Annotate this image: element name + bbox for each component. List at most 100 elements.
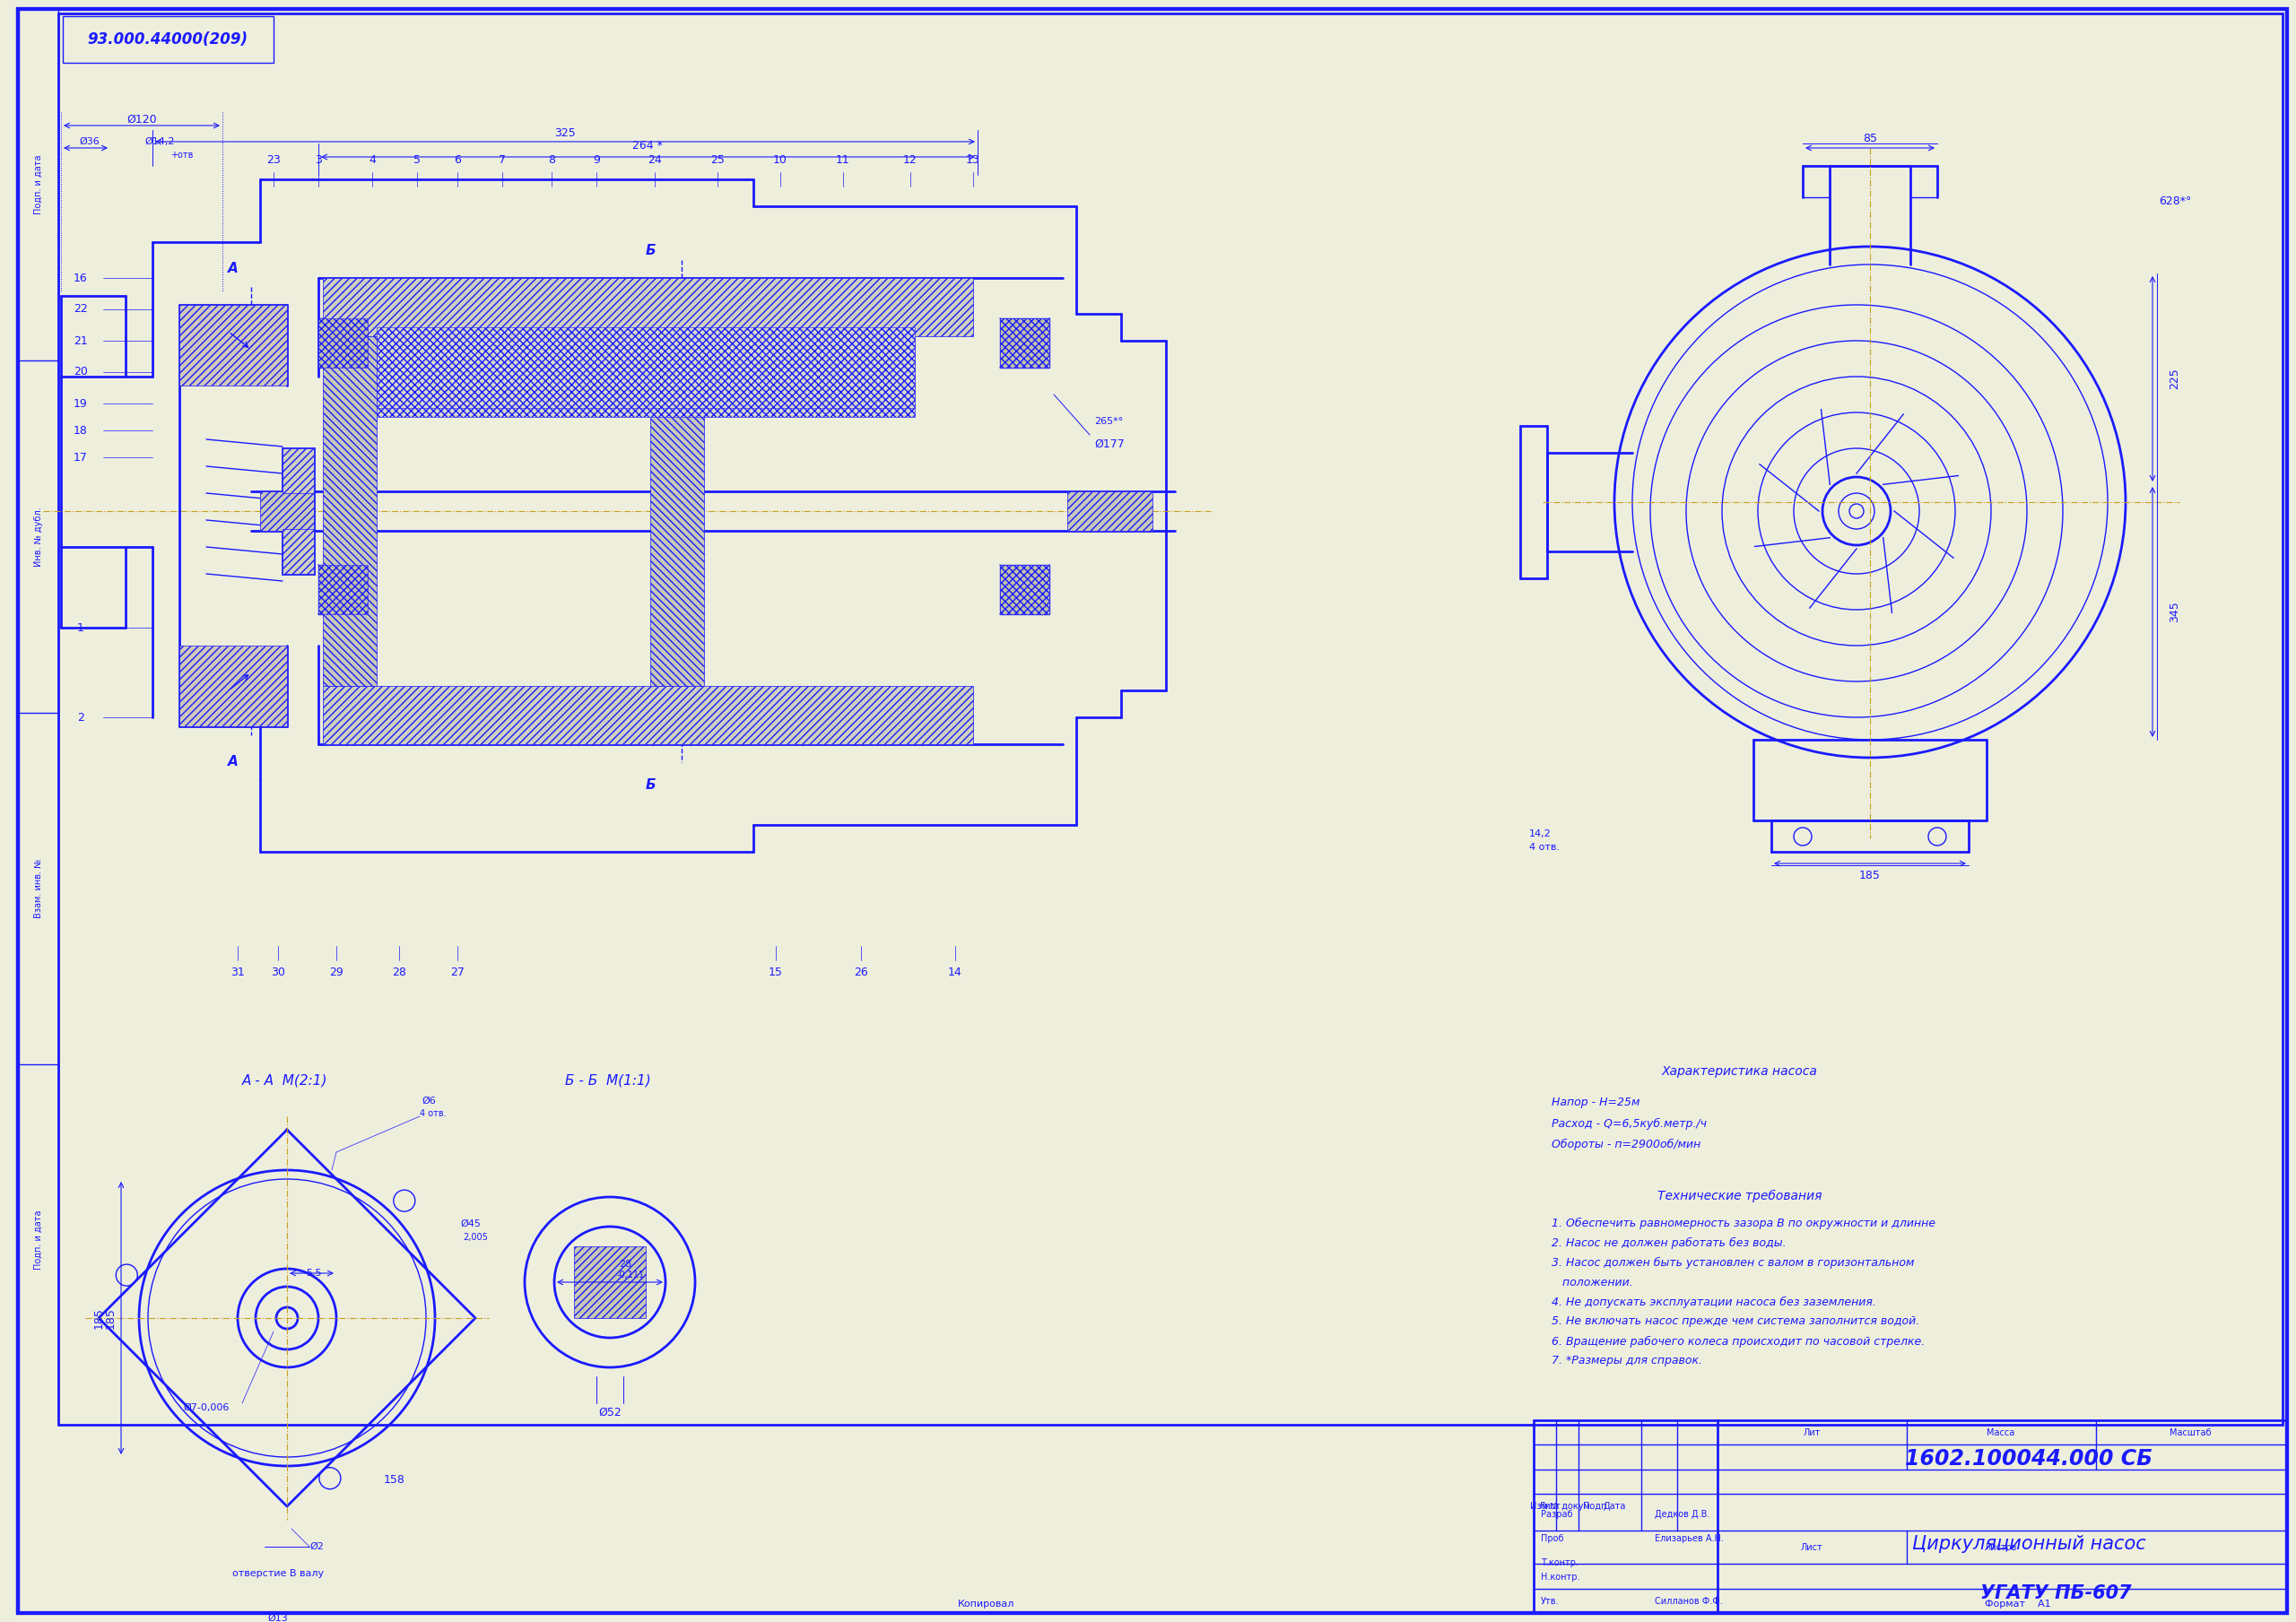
Text: Подп. и дата: Подп. и дата xyxy=(34,156,44,214)
Text: 1. Обеспечить равномерность зазора В по окружности и длинне: 1. Обеспечить равномерность зазора В по … xyxy=(1552,1216,1936,1229)
Text: Ø177: Ø177 xyxy=(1095,438,1125,449)
Text: Напор - Н=25м: Напор - Н=25м xyxy=(1552,1096,1639,1109)
Text: Расход - Q=6,5куб.метр./ч: Расход - Q=6,5куб.метр./ч xyxy=(1552,1118,1706,1129)
Text: Н.контр.: Н.контр. xyxy=(1541,1573,1580,1581)
Text: Ø2: Ø2 xyxy=(310,1543,324,1551)
Bar xyxy=(1001,318,1049,368)
Text: Лист: Лист xyxy=(1538,1502,1561,1510)
Text: Лит: Лит xyxy=(1802,1429,1821,1437)
Text: Ø120: Ø120 xyxy=(126,114,156,125)
Text: положении.: положении. xyxy=(1552,1277,1632,1288)
Bar xyxy=(319,318,367,368)
Text: 4 отв.: 4 отв. xyxy=(420,1109,445,1118)
Text: Ø36: Ø36 xyxy=(78,138,99,146)
Text: Изм: Изм xyxy=(1529,1502,1548,1510)
Bar xyxy=(57,13,2282,1424)
Text: 1: 1 xyxy=(78,621,85,634)
Text: Б: Б xyxy=(645,245,654,258)
Text: +отв: +отв xyxy=(170,151,193,159)
Text: 23: 23 xyxy=(266,154,280,165)
Text: 5,5: 5,5 xyxy=(305,1268,321,1278)
Text: 345: 345 xyxy=(2170,600,2181,623)
Bar xyxy=(1001,564,1049,615)
Text: 19: 19 xyxy=(73,397,87,409)
Text: 27: 27 xyxy=(450,967,464,978)
Text: 2: 2 xyxy=(78,712,85,723)
Text: 26: 26 xyxy=(854,967,868,978)
Bar xyxy=(377,336,914,417)
Text: 3. Насос должен быть установлен с валом в горизонтальном: 3. Насос должен быть установлен с валом … xyxy=(1552,1257,1915,1268)
Bar xyxy=(282,448,315,574)
Text: 325: 325 xyxy=(553,127,576,138)
Bar xyxy=(179,305,287,386)
Text: -0,111: -0,111 xyxy=(618,1270,645,1280)
Text: отверстие В валу: отверстие В валу xyxy=(232,1568,324,1578)
Text: 185: 185 xyxy=(106,1307,117,1328)
Text: 6. Вращение рабочего колеса происходит по часовой стрелке.: 6. Вращение рабочего колеса происходит п… xyxy=(1552,1335,1924,1348)
Bar xyxy=(319,564,367,615)
Text: Инв. № дубл.: Инв. № дубл. xyxy=(34,506,44,566)
Text: 264 *: 264 * xyxy=(631,141,664,152)
Text: 10: 10 xyxy=(774,154,788,165)
Text: Ø52: Ø52 xyxy=(599,1406,622,1418)
Text: Ø45: Ø45 xyxy=(461,1220,482,1228)
Text: 20: 20 xyxy=(73,367,87,378)
Bar xyxy=(650,336,705,686)
Text: Ø14,2: Ø14,2 xyxy=(145,138,174,146)
Text: Утв.: Утв. xyxy=(1541,1598,1559,1606)
Text: Копировал: Копировал xyxy=(957,1599,1015,1609)
Text: Дата: Дата xyxy=(1603,1502,1626,1510)
Text: Листов: Листов xyxy=(1984,1543,2018,1552)
Bar xyxy=(62,16,273,63)
Text: 24: 24 xyxy=(647,154,661,165)
Text: 18: 18 xyxy=(73,425,87,436)
Text: 8: 8 xyxy=(549,154,556,165)
Text: 4. Не допускать эксплуатации насоса без заземления.: 4. Не допускать эксплуатации насоса без … xyxy=(1552,1296,1876,1307)
Bar xyxy=(179,646,287,727)
Text: 185: 185 xyxy=(1860,869,1880,882)
Bar xyxy=(319,318,367,368)
Text: 13: 13 xyxy=(967,154,980,165)
Text: Формат    А1: Формат А1 xyxy=(1986,1599,2050,1609)
Text: Ø6: Ø6 xyxy=(422,1096,436,1106)
Text: Проб: Проб xyxy=(1541,1534,1564,1543)
Bar xyxy=(1534,1421,2287,1612)
Bar xyxy=(324,277,974,336)
Text: Дедков Д.В.: Дедков Д.В. xyxy=(1655,1510,1711,1518)
Text: Ø7-0,006: Ø7-0,006 xyxy=(184,1403,230,1413)
Text: 17: 17 xyxy=(73,451,87,464)
Bar xyxy=(319,564,367,615)
Text: 14,2: 14,2 xyxy=(1529,829,1552,839)
Text: 5: 5 xyxy=(413,154,420,165)
Text: 7: 7 xyxy=(498,154,505,165)
Bar xyxy=(1068,491,1153,530)
Text: Масса: Масса xyxy=(1986,1429,2016,1437)
Text: 2,005: 2,005 xyxy=(464,1233,487,1242)
Text: Т.контр.: Т.контр. xyxy=(1541,1559,1580,1567)
Text: Взам. инв. №: Взам. инв. № xyxy=(34,858,44,918)
Text: 6: 6 xyxy=(455,154,461,165)
Text: 28: 28 xyxy=(393,967,406,978)
Bar xyxy=(377,328,914,409)
Text: Лист: Лист xyxy=(1800,1543,1823,1552)
Text: Подп.: Подп. xyxy=(1584,1502,1609,1510)
Text: 93.000.44000(209): 93.000.44000(209) xyxy=(87,31,248,47)
Text: 225: 225 xyxy=(2170,368,2181,389)
Text: Характеристика насоса: Характеристика насоса xyxy=(1662,1066,1818,1077)
Text: Б: Б xyxy=(645,779,654,792)
Text: 2. Насос не должен работать без воды.: 2. Насос не должен работать без воды. xyxy=(1552,1238,1786,1249)
Text: 14: 14 xyxy=(948,967,962,978)
Text: 4: 4 xyxy=(370,154,377,165)
Circle shape xyxy=(602,1275,618,1289)
Bar xyxy=(282,448,315,493)
Text: 265*°: 265*° xyxy=(1095,417,1123,427)
Text: 1602.100044.000 СБ: 1602.100044.000 СБ xyxy=(1906,1448,2154,1470)
Text: 30: 30 xyxy=(271,967,285,978)
Text: Разраб: Разраб xyxy=(1541,1510,1573,1518)
Bar xyxy=(574,1246,645,1319)
Bar xyxy=(324,686,974,744)
Text: Ø13: Ø13 xyxy=(269,1614,289,1622)
Text: 28: 28 xyxy=(620,1260,631,1268)
Text: 12: 12 xyxy=(902,154,918,165)
Text: 25: 25 xyxy=(709,154,726,165)
